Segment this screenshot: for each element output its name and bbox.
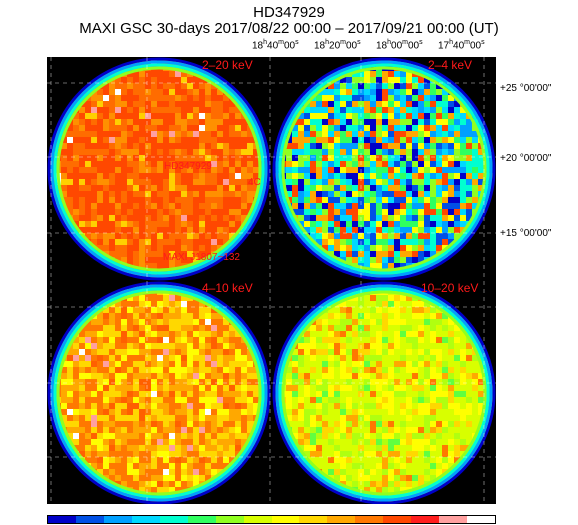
color-scale-swatch bbox=[215, 516, 244, 523]
disk-rim bbox=[53, 63, 265, 275]
color-scale-swatch bbox=[187, 516, 216, 523]
disk-rim bbox=[275, 60, 493, 278]
disk-rim bbox=[56, 290, 262, 496]
disk-rim bbox=[47, 57, 271, 281]
disk-rim bbox=[278, 63, 490, 275]
dec-tick-label: +20 °00'00" bbox=[500, 153, 552, 164]
sky-disk bbox=[49, 59, 269, 279]
observation-subtitle: MAXI GSC 30-days 2017/08/22 00:00 – 2017… bbox=[79, 20, 499, 37]
band-label-2-4: 2–4 keV bbox=[428, 58, 473, 72]
color-scale-bar bbox=[47, 515, 496, 524]
dec-tick-label: +15 °00'00" bbox=[500, 228, 552, 239]
disk-rim bbox=[281, 66, 487, 272]
sky-map-panel: 2–20 keV 2–4 keV 4–10 keV 10–20 keV HD34… bbox=[47, 57, 496, 504]
ra-tick-label: 18h40m00s bbox=[252, 39, 299, 52]
disk-rim bbox=[56, 66, 262, 272]
color-scale-swatch bbox=[159, 516, 188, 523]
dec-tick-label: +25 °00'00" bbox=[500, 83, 552, 94]
source-label-4c: 4C bbox=[248, 177, 261, 188]
color-scale-swatch bbox=[131, 516, 160, 523]
page-title: HD347929 bbox=[253, 4, 325, 21]
disk-rim bbox=[53, 287, 265, 499]
ra-tick-label: 18h00m00s bbox=[376, 39, 423, 52]
disk-rim bbox=[275, 284, 493, 502]
sky-map bbox=[47, 57, 496, 504]
color-scale-swatch bbox=[383, 516, 412, 523]
color-scale-swatch bbox=[48, 516, 76, 523]
disk-rim bbox=[278, 287, 490, 499]
disk-rim bbox=[47, 281, 271, 504]
color-scale-swatch bbox=[271, 516, 300, 523]
color-scale-swatch bbox=[75, 516, 104, 523]
color-scale-swatch bbox=[411, 516, 440, 523]
color-scale-swatch bbox=[467, 516, 495, 523]
color-scale-swatch bbox=[299, 516, 328, 523]
disk-rim bbox=[272, 281, 496, 504]
band-label-2-20: 2–20 keV bbox=[202, 58, 253, 72]
ra-tick-label: 17h40m00s bbox=[438, 39, 485, 52]
disk-rim bbox=[50, 60, 268, 278]
band-label-10-20: 10–20 keV bbox=[421, 281, 479, 295]
color-scale-swatch bbox=[355, 516, 384, 523]
band-label-4-10: 4–10 keV bbox=[202, 281, 253, 295]
disk-rim bbox=[272, 57, 496, 281]
color-scale-swatch bbox=[103, 516, 132, 523]
color-scale-swatch bbox=[327, 516, 356, 523]
color-scale-swatch bbox=[439, 516, 468, 523]
source-label-hd347929: HD347929 bbox=[164, 161, 212, 172]
ra-tick-label: 18h20m00s bbox=[314, 39, 361, 52]
disk-rim bbox=[50, 284, 268, 502]
color-scale-swatch bbox=[243, 516, 272, 523]
disk-rim bbox=[281, 290, 487, 496]
source-label-maxi-j1807: MAXI J1807−132 bbox=[163, 252, 240, 263]
